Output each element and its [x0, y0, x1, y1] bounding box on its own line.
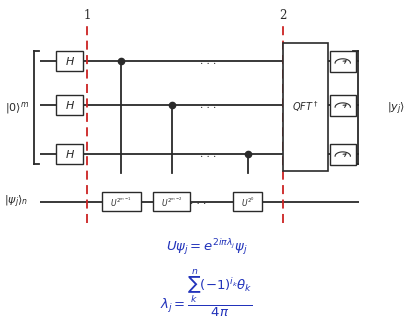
Text: $U^{2^{m-2}}$: $U^{2^{m-2}}$ [161, 195, 183, 209]
Text: $|\psi_j\rangle_n$: $|\psi_j\rangle_n$ [4, 194, 28, 210]
Text: $H$: $H$ [64, 55, 75, 67]
Bar [330, 144, 356, 165]
Text: $U^{2^0}$: $U^{2^0}$ [241, 195, 254, 209]
Bar [330, 95, 356, 116]
Bar [56, 51, 83, 71]
Text: $U\psi_j = e^{2i\pi\lambda_j}\psi_j$: $U\psi_j = e^{2i\pi\lambda_j}\psi_j$ [166, 237, 247, 257]
Bar [330, 51, 356, 72]
Text: $H$: $H$ [64, 148, 75, 160]
Bar [282, 43, 328, 171]
Text: . . .: . . . [200, 57, 217, 66]
Bar [56, 95, 83, 115]
Text: $\lambda_j = \dfrac{\sum_k^n(-1)^{i_k}\theta_k}{4\pi}$: $\lambda_j = \dfrac{\sum_k^n(-1)^{i_k}\t… [160, 267, 253, 318]
Text: $H$: $H$ [64, 99, 75, 111]
Text: . . .: . . . [200, 150, 217, 159]
Bar [56, 144, 83, 164]
Bar [102, 193, 141, 211]
Text: $|0\rangle^m$: $|0\rangle^m$ [5, 100, 29, 116]
Text: 2: 2 [279, 9, 286, 22]
Text: . . .: . . . [200, 101, 217, 110]
Text: $U^{2^{m-1}}$: $U^{2^{m-1}}$ [110, 195, 132, 209]
Text: . . .: . . . [190, 197, 206, 206]
Text: $|y_j\rangle$: $|y_j\rangle$ [387, 100, 405, 117]
Text: $QFT^\dagger$: $QFT^\dagger$ [292, 99, 318, 114]
Bar [153, 193, 190, 211]
Text: 1: 1 [83, 9, 91, 22]
Bar [233, 193, 262, 211]
